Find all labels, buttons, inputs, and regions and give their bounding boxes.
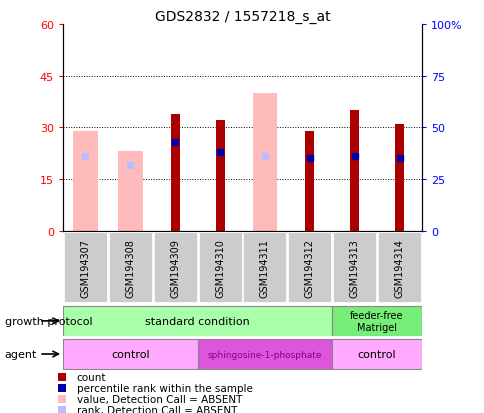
FancyBboxPatch shape [197,339,332,369]
Text: percentile rank within the sample: percentile rank within the sample [76,383,252,393]
FancyBboxPatch shape [63,339,197,369]
FancyBboxPatch shape [377,233,420,302]
Text: standard condition: standard condition [145,316,249,326]
Text: GSM194313: GSM194313 [349,238,359,297]
Bar [349,111,358,231]
Bar [73,131,98,231]
FancyBboxPatch shape [332,306,421,336]
Text: growth protocol: growth protocol [5,316,92,326]
Text: GSM194309: GSM194309 [170,238,180,297]
Text: GSM194310: GSM194310 [214,238,225,297]
Bar [304,131,314,231]
Text: GSM194311: GSM194311 [259,238,270,297]
Bar [394,125,403,231]
Bar [215,121,224,231]
Bar [252,94,277,231]
FancyBboxPatch shape [333,233,376,302]
Text: control: control [357,349,395,359]
Bar [170,114,179,231]
FancyBboxPatch shape [63,306,332,336]
FancyBboxPatch shape [108,233,151,302]
Text: GSM194312: GSM194312 [304,238,314,297]
Bar [118,152,142,231]
Text: count: count [76,372,106,382]
Text: GSM194314: GSM194314 [393,238,404,297]
Text: agent: agent [5,349,37,359]
Text: feeder-free
Matrigel: feeder-free Matrigel [349,310,403,332]
FancyBboxPatch shape [332,339,421,369]
Text: GSM194307: GSM194307 [80,238,91,297]
Text: GSM194308: GSM194308 [125,238,135,297]
FancyBboxPatch shape [287,233,331,302]
Title: GDS2832 / 1557218_s_at: GDS2832 / 1557218_s_at [154,10,330,24]
FancyBboxPatch shape [198,233,241,302]
Text: value, Detection Call = ABSENT: value, Detection Call = ABSENT [76,394,242,404]
Text: rank, Detection Call = ABSENT: rank, Detection Call = ABSENT [76,405,237,413]
FancyBboxPatch shape [243,233,286,302]
Text: control: control [111,349,150,359]
FancyBboxPatch shape [64,233,107,302]
FancyBboxPatch shape [153,233,197,302]
Text: sphingosine-1-phosphate: sphingosine-1-phosphate [207,350,321,358]
